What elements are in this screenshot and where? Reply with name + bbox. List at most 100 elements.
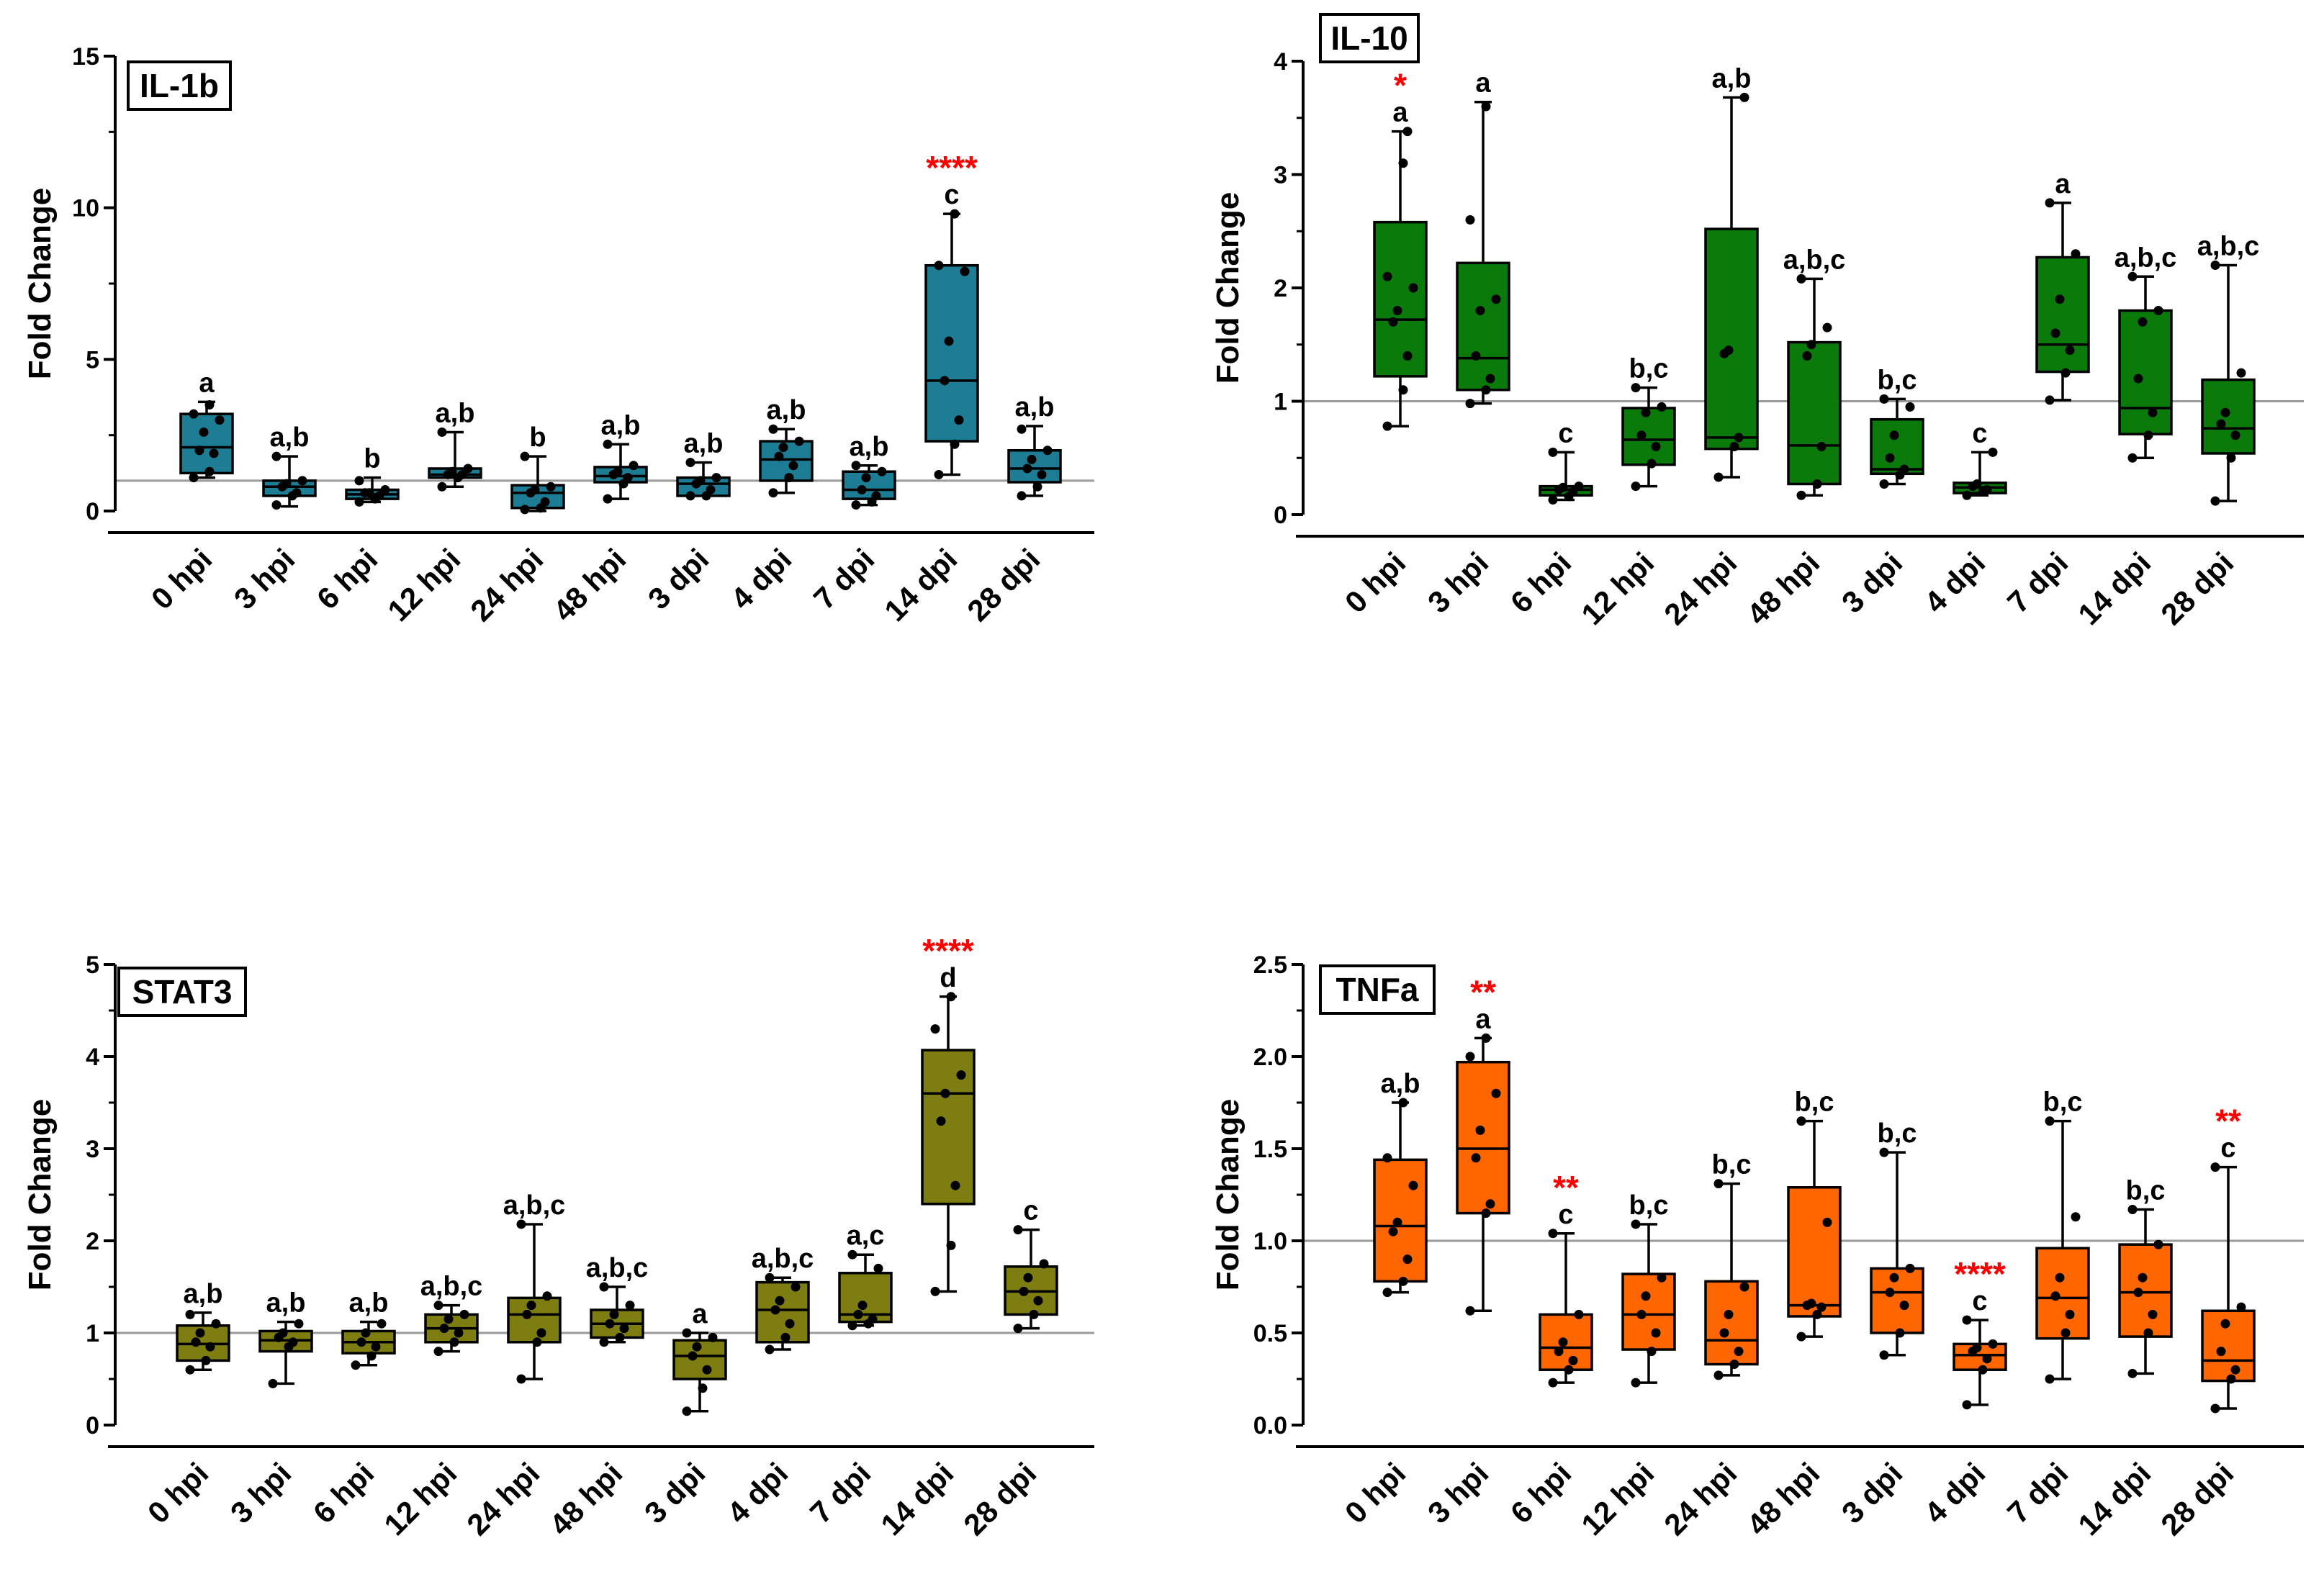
data-point	[1398, 158, 1408, 168]
x-tick-label: 0 hpi	[141, 1456, 215, 1530]
x-tick-label: 7 dpi	[2001, 1456, 2075, 1530]
box-iqr	[179, 412, 234, 475]
data-point	[1465, 215, 1475, 225]
significance-stars: **	[1470, 973, 1496, 1010]
data-point	[1481, 1208, 1491, 1218]
data-point	[364, 488, 374, 498]
data-point	[1972, 1342, 1982, 1352]
box-iqr	[1870, 417, 1924, 476]
data-point	[954, 415, 964, 425]
data-point	[2055, 294, 2065, 304]
data-point	[1978, 1365, 1988, 1375]
data-point	[2143, 430, 2153, 440]
data-point	[1382, 1288, 1392, 1298]
data-point	[1796, 1331, 1806, 1342]
data-point	[2060, 1328, 2071, 1338]
data-point	[2143, 1328, 2153, 1338]
box-6-hpi: a,b 6 hpi	[307, 1288, 396, 1530]
data-point	[623, 473, 633, 483]
box-3-hpi: a,b 3 hpi	[228, 422, 317, 616]
data-point	[877, 466, 887, 476]
data-point	[2071, 249, 2081, 259]
data-point	[1408, 283, 1418, 293]
data-point	[2236, 1302, 2246, 1312]
data-point	[1816, 1302, 1827, 1312]
y-tick-label: 0	[1274, 502, 1287, 529]
data-point	[1713, 472, 1724, 482]
data-point	[629, 461, 639, 471]
data-point	[847, 1321, 857, 1331]
data-point	[536, 1328, 546, 1338]
data-point	[1574, 1309, 1584, 1319]
data-point	[778, 443, 788, 453]
data-point	[546, 481, 556, 492]
data-point	[463, 464, 473, 474]
significance-letter: b,c	[1878, 1118, 1917, 1149]
data-point	[2226, 1374, 2236, 1384]
data-point	[1491, 294, 1501, 304]
data-point	[775, 1296, 785, 1306]
data-point	[1982, 1354, 1992, 1364]
data-point	[2127, 1368, 2138, 1378]
y-tick-label: 15	[72, 43, 99, 71]
data-point	[443, 1314, 454, 1324]
data-point	[1719, 1328, 1729, 1338]
data-point	[520, 451, 530, 461]
data-point	[271, 500, 282, 510]
box-14-dpi: b,c 14 dpi	[2071, 1175, 2173, 1542]
box-3-hpi: a,b 3 hpi	[224, 1288, 313, 1530]
significance-stars: **	[2215, 1103, 2241, 1140]
data-point	[692, 1342, 702, 1352]
data-point	[2236, 368, 2246, 378]
x-tick-label: 3 hpi	[228, 542, 302, 616]
data-point	[1398, 385, 1408, 395]
data-point	[1388, 317, 1398, 327]
x-tick-label: 6 hpi	[310, 542, 384, 616]
data-point	[1647, 1347, 1657, 1357]
box-24-hpi: a,b 24 hpi	[1657, 63, 1759, 631]
x-tick-label: 3 hpi	[1421, 546, 1495, 620]
data-point	[2220, 407, 2230, 417]
data-point	[930, 1286, 940, 1296]
y-tick-label: 1.5	[1253, 1136, 1287, 1163]
y-tick-label: 10	[72, 195, 99, 222]
significance-letter: b,c	[2126, 1175, 2166, 1206]
y-tick-label: 5	[86, 951, 99, 979]
y-axis-title: Fold Change	[22, 188, 58, 379]
significance-letter: b,c	[1712, 1150, 1752, 1180]
panel-tnfa: 0.0 0.5 1.0 1.5 2.0 2.5 Fold Change TNFa a,b 0 hp…	[1210, 951, 2304, 1542]
significance-stars: ****	[922, 932, 974, 969]
data-point	[765, 1344, 775, 1355]
data-point	[605, 1319, 615, 1329]
data-point	[1631, 383, 1641, 393]
significance-letter: b,c	[1629, 1190, 1669, 1221]
data-point	[1796, 1116, 1806, 1126]
data-point	[784, 473, 794, 483]
box-4-dpi: a,b,c 4 dpi	[721, 1244, 814, 1529]
data-point	[2050, 1291, 2060, 1301]
data-point	[520, 505, 530, 515]
data-point	[205, 1342, 215, 1352]
data-point	[1729, 1360, 1739, 1370]
data-point	[1905, 1263, 1915, 1273]
data-point	[2148, 1309, 2158, 1319]
box-28-dpi: c 28 dpi	[957, 1196, 1058, 1542]
panel-title-box	[127, 60, 232, 111]
data-point	[950, 209, 960, 219]
data-point	[1485, 1199, 1495, 1209]
significance-letter: a,b	[184, 1279, 223, 1309]
x-tick-label: 12 hpi	[381, 542, 467, 628]
data-point	[2127, 271, 2138, 281]
data-point	[1724, 345, 1734, 356]
x-tick-label: 4 dpi	[1918, 1456, 1992, 1530]
significance-letter: a,b	[684, 429, 724, 459]
significance-letter: a,b,c	[586, 1253, 649, 1283]
box-iqr	[2201, 378, 2256, 455]
data-point	[1962, 1315, 1972, 1325]
data-point	[1402, 1254, 1413, 1265]
data-point	[201, 1355, 211, 1365]
box-14-dpi: d**** 14 dpi	[874, 932, 976, 1542]
data-point	[1475, 306, 1485, 315]
box-12-hpi: a,b,c 12 hpi	[377, 1272, 482, 1542]
data-point	[857, 1301, 868, 1311]
